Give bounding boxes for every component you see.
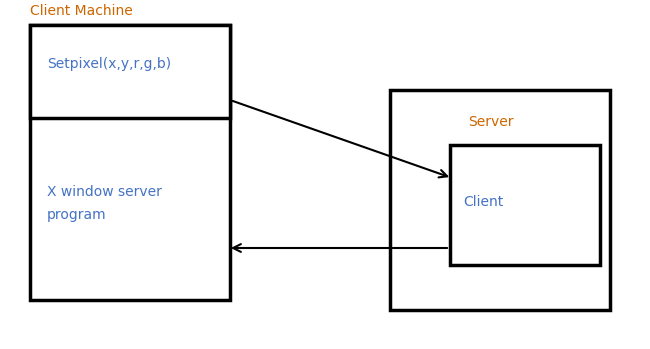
Bar xyxy=(450,145,600,265)
Text: Client Machine: Client Machine xyxy=(30,4,133,18)
Bar xyxy=(30,25,230,300)
Text: Setpixel(x,y,r,g,b): Setpixel(x,y,r,g,b) xyxy=(47,57,171,71)
Bar xyxy=(30,25,230,118)
Text: X window server
program: X window server program xyxy=(47,185,162,222)
Text: Server: Server xyxy=(468,115,514,129)
Text: Client: Client xyxy=(463,195,503,209)
Bar xyxy=(390,90,610,310)
